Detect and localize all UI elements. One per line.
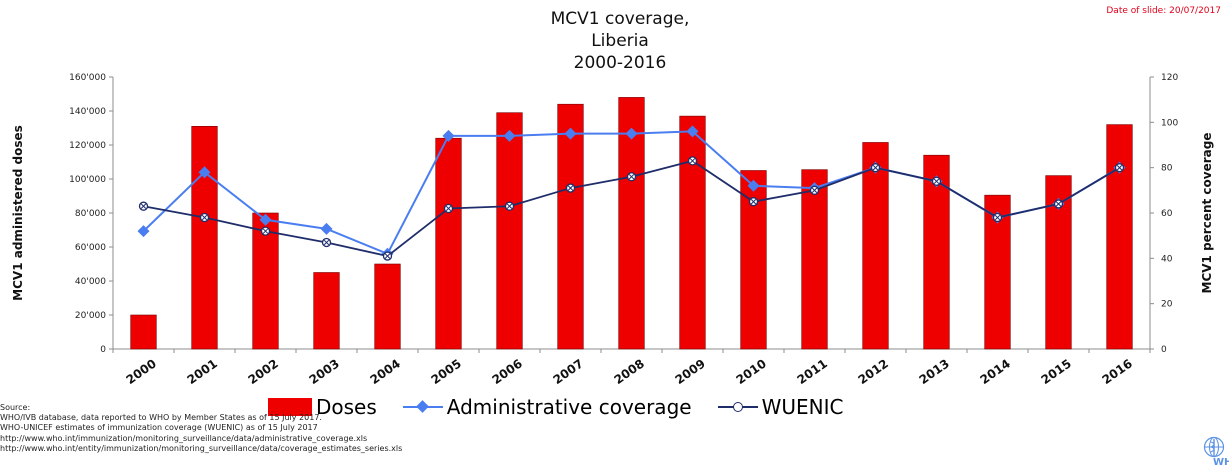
chart-title-line-3: 2000-2016 bbox=[573, 53, 667, 73]
chart-title-line-2: Liberia bbox=[591, 31, 649, 51]
x-tick-label: 2012 bbox=[856, 356, 891, 387]
point-administrative-coverage bbox=[686, 125, 699, 138]
point-wuenic-cross bbox=[994, 214, 1001, 221]
point-wuenic-cross bbox=[750, 199, 757, 205]
x-tick-label: 2014 bbox=[978, 356, 1013, 387]
point-administrative-coverage bbox=[503, 129, 516, 142]
point-administrative-coverage bbox=[198, 166, 211, 179]
x-tick-label: 2002 bbox=[246, 356, 281, 387]
legend-item-wuenic: WUENIC bbox=[717, 395, 844, 419]
bar-doses bbox=[801, 169, 828, 350]
y-tick-label: 160'000 bbox=[69, 73, 106, 83]
diamond-marker-icon bbox=[415, 400, 429, 413]
y-tick-label: 80'000 bbox=[75, 209, 106, 219]
bar-doses bbox=[191, 126, 218, 350]
bar-doses bbox=[679, 115, 706, 350]
point-wuenic-cross bbox=[872, 165, 879, 171]
bar-doses bbox=[435, 137, 462, 350]
point-wuenic-cross bbox=[811, 187, 818, 193]
bar-doses bbox=[374, 263, 401, 350]
legend-item-doses: Doses bbox=[268, 395, 377, 419]
x-tick-label: 2005 bbox=[429, 356, 464, 387]
point-administrative-coverage bbox=[625, 127, 638, 140]
y-tick-label: 140'000 bbox=[69, 107, 106, 117]
x-tick-label: 2016 bbox=[1100, 356, 1135, 387]
bar-doses bbox=[130, 314, 157, 350]
point-wuenic-cross bbox=[140, 203, 147, 209]
source-link[interactable]: http://www.who.int/immunization/monitori… bbox=[0, 433, 368, 443]
point-administrative-coverage bbox=[442, 129, 455, 142]
bar-doses bbox=[557, 103, 584, 350]
x-tick-label: 2007 bbox=[551, 356, 586, 387]
legend-swatch-wuenic bbox=[717, 398, 758, 416]
legend-label-wuenic: WUENIC bbox=[761, 395, 844, 419]
point-administrative-coverage bbox=[137, 225, 150, 238]
point-wuenic-cross bbox=[445, 205, 452, 212]
source-line: Source: bbox=[0, 403, 31, 412]
point-wuenic-cross bbox=[323, 239, 330, 246]
y2-tick-label: 40 bbox=[1161, 254, 1173, 264]
source-line: WHO/IVB database, data reported to WHO b… bbox=[0, 413, 322, 423]
legend-label-doses: Doses bbox=[316, 395, 377, 419]
x-tick-label: 2010 bbox=[734, 356, 769, 387]
point-administrative-coverage bbox=[259, 213, 272, 226]
x-tick-label: 2011 bbox=[795, 356, 830, 387]
point-wuenic-cross bbox=[689, 158, 696, 164]
bar-doses bbox=[862, 142, 889, 350]
y2-tick-label: 60 bbox=[1161, 209, 1173, 219]
y-tick-label: 20'000 bbox=[75, 311, 106, 321]
point-wuenic-cross bbox=[1055, 201, 1062, 207]
x-tick-label: 2001 bbox=[185, 356, 220, 387]
point-wuenic-cross bbox=[201, 214, 208, 221]
legend-item-administrative: Administrative coverage bbox=[402, 395, 692, 419]
y-tick-label: 40'000 bbox=[75, 277, 106, 287]
point-administrative-coverage bbox=[747, 179, 760, 192]
x-tick-label: 2013 bbox=[917, 356, 952, 387]
bar-doses bbox=[496, 112, 523, 350]
slide-date: Date of slide: 20/07/2017 bbox=[1106, 6, 1221, 16]
point-wuenic-cross bbox=[506, 203, 513, 209]
y-axis-title: MCV1 administered doses bbox=[11, 125, 25, 301]
x-tick-label: 2004 bbox=[368, 356, 403, 387]
point-wuenic-cross bbox=[262, 228, 269, 234]
source-link[interactable]: http://www.who.int/entity/immunization/m… bbox=[0, 443, 403, 453]
source-line: WHO-UNICEF estimates of immunization cov… bbox=[0, 423, 318, 433]
chart-legend: Doses Administrative coverage WUENIC bbox=[268, 394, 869, 420]
x-tick-label: 2006 bbox=[490, 356, 525, 387]
y-tick-label: 120'000 bbox=[69, 141, 106, 151]
point-wuenic-cross bbox=[933, 178, 940, 184]
x-tick-label: 2003 bbox=[307, 356, 342, 387]
point-wuenic-cross bbox=[1116, 165, 1123, 171]
circle-marker-icon bbox=[732, 402, 743, 412]
point-wuenic-cross bbox=[628, 174, 635, 180]
chart-title: MCV1 coverage, Liberia 2000-2016 bbox=[420, 8, 820, 74]
legend-swatch-doses bbox=[268, 398, 312, 416]
y2-tick-label: 0 bbox=[1161, 345, 1167, 355]
x-tick-label: 2008 bbox=[612, 356, 647, 387]
x-tick-label: 2000 bbox=[124, 356, 159, 387]
legend-swatch-administrative bbox=[402, 398, 443, 416]
chart-title-line-1: MCV1 coverage, bbox=[550, 9, 690, 29]
y-tick-label: 100'000 bbox=[69, 175, 106, 185]
y2-axis-title: MCV1 percent coverage bbox=[1200, 133, 1214, 294]
combo-chart: 0 20'000 40'000 60'000 80'000 100'000 120'000 1… bbox=[11, 73, 1214, 387]
who-logo-icon bbox=[1203, 436, 1225, 458]
bar-doses bbox=[1106, 124, 1133, 350]
point-wuenic-cross bbox=[567, 185, 574, 191]
x-tick-label: 2015 bbox=[1039, 356, 1074, 387]
legend-label-administrative: Administrative coverage bbox=[446, 395, 692, 419]
y2-tick-label: 100 bbox=[1161, 118, 1178, 128]
y2-tick-label: 20 bbox=[1161, 300, 1173, 310]
point-wuenic-cross bbox=[384, 253, 391, 259]
point-administrative-coverage bbox=[320, 222, 333, 235]
y-tick-label: 0 bbox=[100, 345, 106, 355]
point-administrative-coverage bbox=[564, 127, 577, 140]
source-notes: Source: WHO/IVB database, data reported … bbox=[0, 403, 402, 454]
y-tick-label: 60'000 bbox=[75, 243, 106, 253]
who-logo-text: WHO bbox=[1213, 457, 1229, 468]
bar-doses bbox=[313, 272, 340, 350]
x-tick-label: 2009 bbox=[673, 356, 708, 387]
y2-tick-label: 80 bbox=[1161, 164, 1173, 174]
y2-tick-label: 120 bbox=[1161, 73, 1178, 83]
